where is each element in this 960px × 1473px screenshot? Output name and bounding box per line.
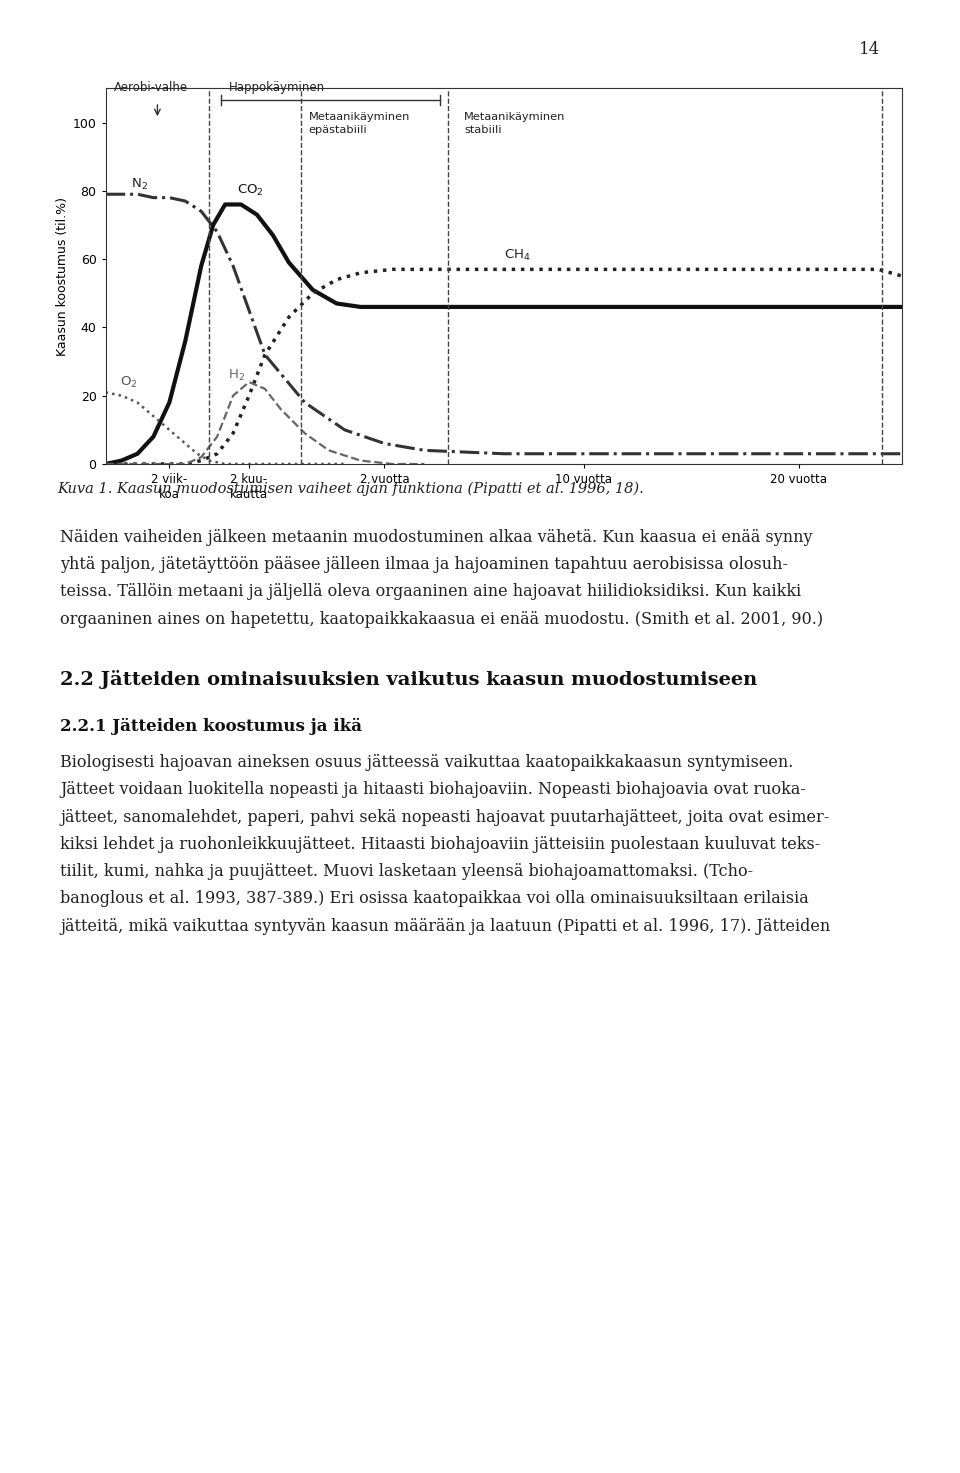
Text: 14: 14 — [859, 41, 880, 59]
Text: Kuva 1. Kaasun muodostumisen vaiheet ajan funktiona (Pipatti et al. 1996, 18).: Kuva 1. Kaasun muodostumisen vaiheet aja… — [58, 482, 644, 496]
Text: O$_2$: O$_2$ — [120, 374, 137, 389]
Text: Jätteet voidaan luokitella nopeasti ja hitaasti biohajoaviin. Nopeasti biohajoav: Jätteet voidaan luokitella nopeasti ja h… — [60, 781, 806, 798]
Text: yhtä paljon, jätetäyttöön pääsee jälleen ilmaa ja hajoaminen tapahtuu aerobisiss: yhtä paljon, jätetäyttöön pääsee jälleen… — [60, 555, 788, 573]
Text: 2.2.1 Jätteiden koostumus ja ikä: 2.2.1 Jätteiden koostumus ja ikä — [60, 717, 363, 735]
Text: Happokäyminen: Happokäyminen — [229, 81, 325, 93]
Text: H$_2$: H$_2$ — [228, 368, 245, 383]
Text: teissa. Tällöin metaani ja jäljellä oleva orgaaninen aine hajoavat hiilidioksidi: teissa. Tällöin metaani ja jäljellä olev… — [60, 583, 802, 601]
Text: Metaanikäyminen
stabiili: Metaanikäyminen stabiili — [465, 112, 565, 136]
Text: jätteet, sanomalehdet, paperi, pahvi sekä nopeasti hajoavat puutarhajätteet, joi: jätteet, sanomalehdet, paperi, pahvi sek… — [60, 809, 829, 826]
Text: CH$_4$: CH$_4$ — [504, 247, 531, 264]
Text: jätteitä, mikä vaikuttaa syntyvän kaasun määrään ja laatuun (Pipatti et al. 1996: jätteitä, mikä vaikuttaa syntyvän kaasun… — [60, 918, 830, 935]
Text: 2.2 Jätteiden ominaisuuksien vaikutus kaasun muodostumiseen: 2.2 Jätteiden ominaisuuksien vaikutus ka… — [60, 670, 757, 689]
Text: CO$_2$: CO$_2$ — [237, 183, 264, 199]
Text: Näiden vaiheiden jälkeen metaanin muodostuminen alkaa vähetä. Kun kaasua ei enää: Näiden vaiheiden jälkeen metaanin muodos… — [60, 529, 813, 546]
Text: banoglous et al. 1993, 387-389.) Eri osissa kaatopaikkaa voi olla ominaisuuksilt: banoglous et al. 1993, 387-389.) Eri osi… — [60, 890, 809, 907]
Y-axis label: Kaasun koostumus (til.%): Kaasun koostumus (til.%) — [56, 197, 68, 355]
Text: kiksi lehdet ja ruohonleikkuujätteet. Hitaasti biohajoaviin jätteisiin puolestaa: kiksi lehdet ja ruohonleikkuujätteet. Hi… — [60, 835, 821, 853]
Text: orgaaninen aines on hapetettu, kaatopaikkakaasua ei enää muodostu. (Smith et al.: orgaaninen aines on hapetettu, kaatopaik… — [60, 610, 824, 627]
Text: Aerobi-valhe: Aerobi-valhe — [113, 81, 188, 93]
Text: Metaanikäyminen
epästabiili: Metaanikäyminen epästabiili — [309, 112, 410, 136]
Text: tiilit, kumi, nahka ja puujätteet. Muovi lasketaan yleensä biohajoamattomaksi. (: tiilit, kumi, nahka ja puujätteet. Muovi… — [60, 863, 754, 881]
Text: Biologisesti hajoavan aineksen osuus jätteessä vaikuttaa kaatopaikkakaasun synty: Biologisesti hajoavan aineksen osuus jät… — [60, 754, 794, 772]
Text: N$_2$: N$_2$ — [132, 177, 148, 191]
